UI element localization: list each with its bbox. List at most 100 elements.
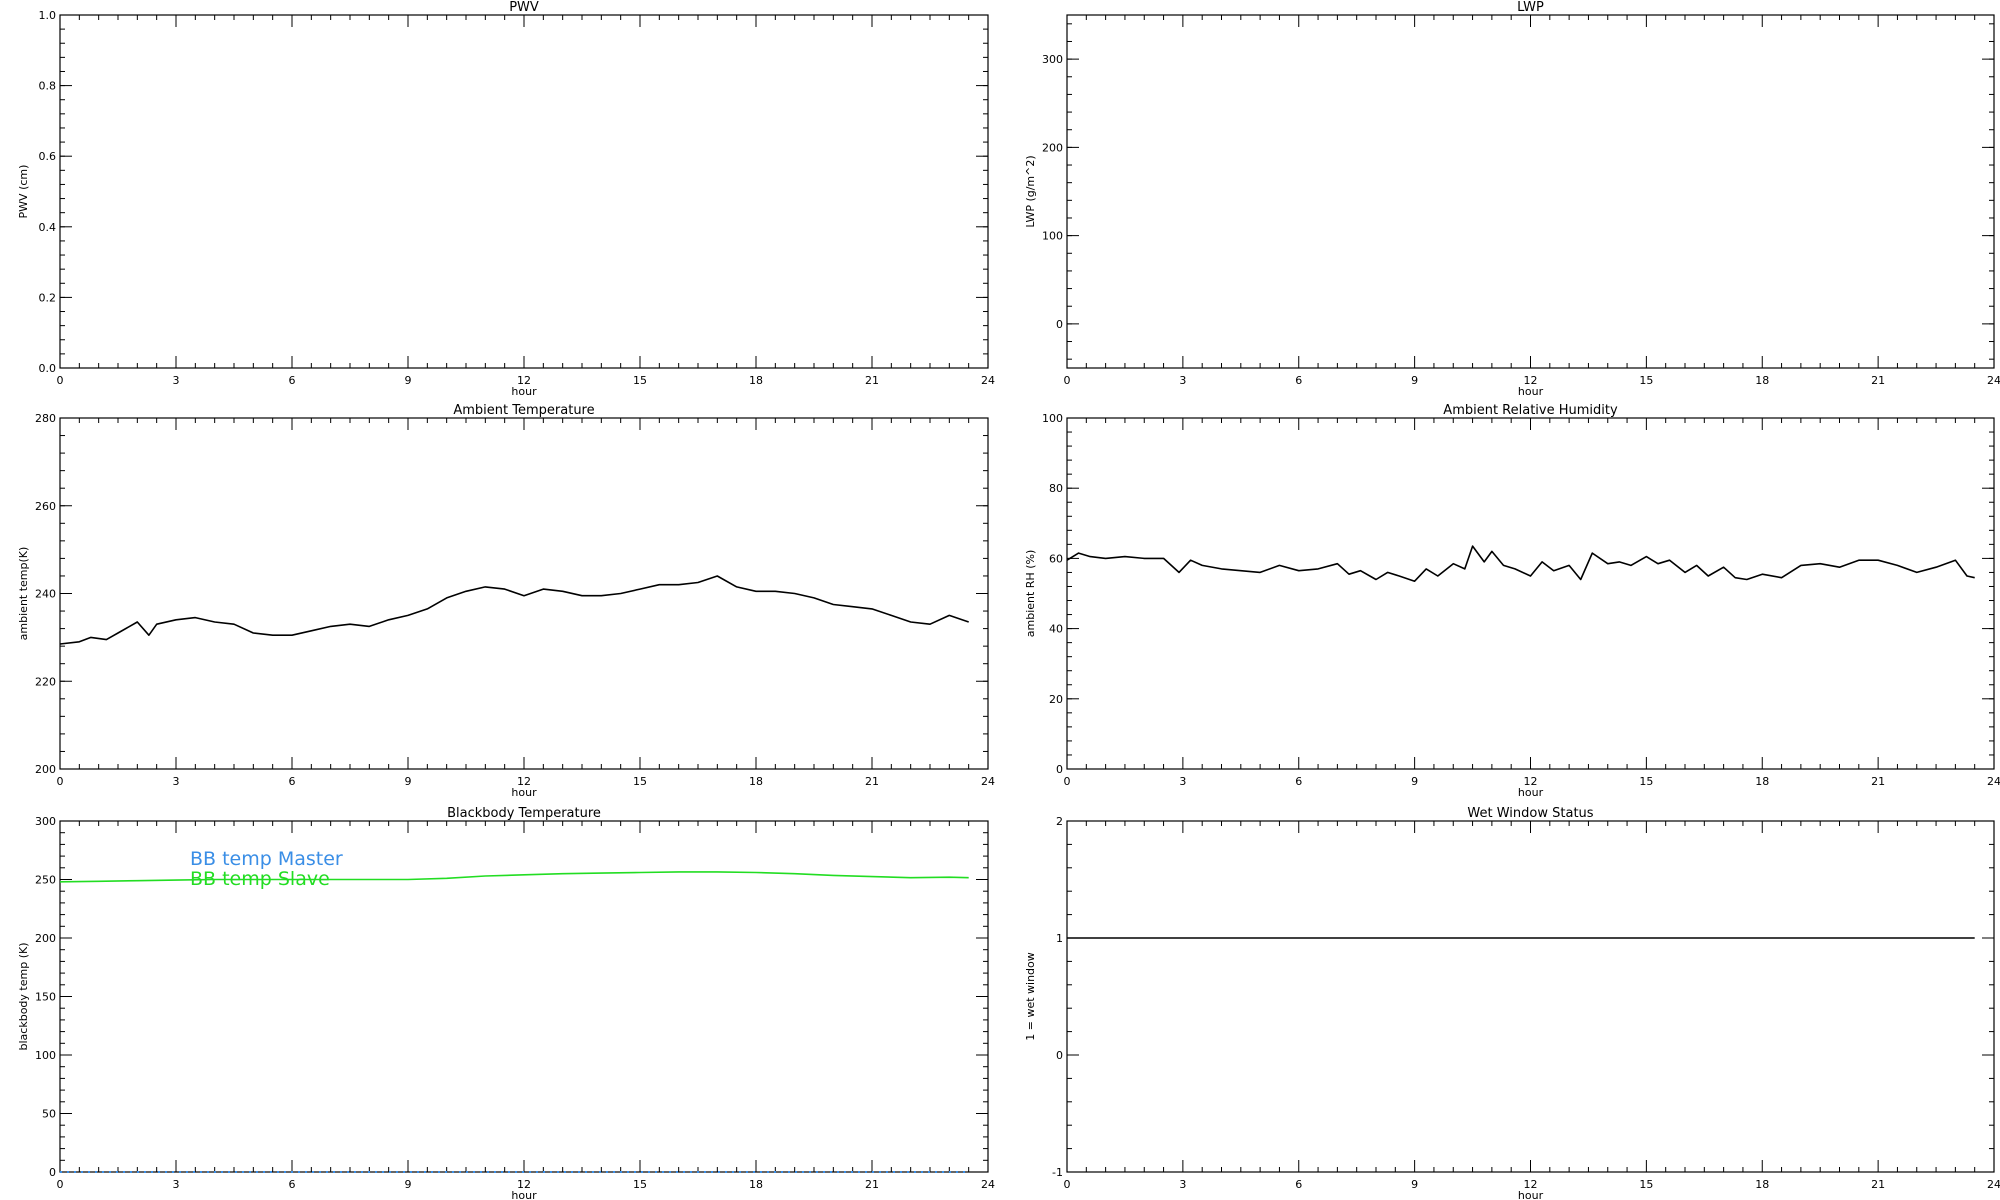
y-tick-label: 1 <box>1056 932 1063 945</box>
x-tick-label: 12 <box>517 1178 531 1191</box>
x-tick-label: 12 <box>1524 374 1538 387</box>
x-tick-label: 9 <box>405 775 412 788</box>
y-tick-label: 20 <box>1049 693 1063 706</box>
y-tick-label: 240 <box>35 588 56 601</box>
x-axis-label: hour <box>511 385 537 398</box>
x-tick-label: 21 <box>865 1178 879 1191</box>
x-tick-label: 3 <box>1179 775 1186 788</box>
x-tick-label: 15 <box>1639 374 1653 387</box>
y-tick-label: 200 <box>35 763 56 776</box>
y-tick-label: 100 <box>1042 230 1063 243</box>
x-axis-label: hour <box>511 1189 537 1200</box>
x-tick-label: 3 <box>173 374 180 387</box>
x-tick-label: 3 <box>173 775 180 788</box>
x-tick-label: 21 <box>1871 374 1885 387</box>
x-tick-label: 6 <box>289 374 296 387</box>
x-axis-label: hour <box>1518 1189 1544 1200</box>
y-tick-label: 220 <box>35 675 56 688</box>
x-tick-label: 18 <box>1755 374 1769 387</box>
chart-title: Blackbody Temperature <box>447 806 601 821</box>
y-axis-label: 1 = wet window <box>1024 952 1037 1041</box>
x-tick-label: 24 <box>981 374 995 387</box>
y-tick-label: 40 <box>1049 623 1063 636</box>
x-tick-label: 15 <box>633 775 647 788</box>
chart-panel-5: 0 3 6 9 12 15 18 21 24 0 50 100 150 200 250 300 Blackbod… <box>17 806 995 1200</box>
legend-entry: BB temp Slave <box>190 868 330 890</box>
y-tick-label: 260 <box>35 500 56 513</box>
y-tick-label: 250 <box>35 874 56 887</box>
x-tick-label: 6 <box>1295 775 1302 788</box>
x-tick-label: 0 <box>1064 1178 1071 1191</box>
y-tick-label: 100 <box>1042 412 1063 425</box>
x-tick-label: 6 <box>289 775 296 788</box>
x-tick-label: 3 <box>1179 1178 1186 1191</box>
x-tick-label: 6 <box>289 1178 296 1191</box>
y-tick-label: 150 <box>35 991 56 1004</box>
x-tick-label: 15 <box>1639 1178 1653 1191</box>
y-tick-label: 200 <box>1042 141 1063 154</box>
y-axis-label: ambient RH (%) <box>1024 550 1037 638</box>
y-tick-label: 1.0 <box>39 9 57 22</box>
x-tick-label: 15 <box>633 1178 647 1191</box>
x-tick-label: 6 <box>1295 1178 1302 1191</box>
x-tick-label: 12 <box>517 374 531 387</box>
x-tick-label: 18 <box>749 374 763 387</box>
legend-entry: BB temp Master <box>190 848 343 870</box>
x-axis-label: hour <box>1518 786 1544 799</box>
x-tick-label: 18 <box>749 775 763 788</box>
x-tick-label: 9 <box>1411 1178 1418 1191</box>
y-tick-label: 100 <box>35 1049 56 1062</box>
x-tick-label: 15 <box>1639 775 1653 788</box>
x-axis-label: hour <box>1518 385 1544 398</box>
x-tick-label: 24 <box>1987 775 2000 788</box>
y-tick-label: 300 <box>35 815 56 828</box>
y-tick-label: 300 <box>1042 53 1063 66</box>
y-tick-label: 0.4 <box>39 221 57 234</box>
x-tick-label: 3 <box>173 1178 180 1191</box>
plot-frame <box>1066 820 1995 1173</box>
chart-panel-3: 0 3 6 9 12 15 18 21 24 200 220 240 260 280 Ambient Tem… <box>17 403 995 799</box>
plot-frame <box>59 14 989 369</box>
x-tick-label: 6 <box>1295 374 1302 387</box>
x-tick-label: 24 <box>981 775 995 788</box>
x-tick-label: 12 <box>517 775 531 788</box>
y-tick-label: 80 <box>1049 482 1063 495</box>
chart-panel-1: 0 3 6 9 12 15 18 21 24 0.0 0.2 0.4 0.6 0.8 1.0 PWV hour P… <box>17 0 995 398</box>
y-tick-label: 200 <box>35 932 56 945</box>
chart-panel-2: 0 3 6 9 12 15 18 21 24 0 100 200 300 LWP hour LWP (g/m^… <box>1024 0 2000 398</box>
y-axis-label: ambient temp(K) <box>17 547 30 641</box>
x-tick-label: 9 <box>1411 775 1418 788</box>
y-tick-label: 0 <box>1056 763 1063 776</box>
x-tick-label: 9 <box>1411 374 1418 387</box>
x-tick-label: 21 <box>1871 1178 1885 1191</box>
x-tick-label: 3 <box>1179 374 1186 387</box>
x-tick-label: 12 <box>1524 775 1538 788</box>
series-line-1 <box>59 575 969 645</box>
y-tick-label: 0.8 <box>39 80 57 93</box>
y-tick-label: 0.0 <box>39 362 57 375</box>
y-tick-label: 2 <box>1056 815 1063 828</box>
y-tick-label: 280 <box>35 412 56 425</box>
x-tick-label: 15 <box>633 374 647 387</box>
x-tick-label: 0 <box>57 1178 64 1191</box>
y-axis-label: LWP (g/m^2) <box>1024 155 1037 227</box>
chart-title: Ambient Relative Humidity <box>1443 403 1618 418</box>
x-tick-label: 24 <box>1987 1178 2000 1191</box>
y-tick-label: 0 <box>1056 1049 1063 1062</box>
y-tick-label: 0 <box>1056 318 1063 331</box>
y-axis-label: blackbody temp (K) <box>17 943 30 1051</box>
y-tick-label: 0 <box>49 1166 56 1179</box>
x-tick-label: 0 <box>1064 374 1071 387</box>
plot-frame <box>59 417 989 770</box>
x-tick-label: 18 <box>749 1178 763 1191</box>
x-tick-label: 18 <box>1755 1178 1769 1191</box>
chart-title: Ambient Temperature <box>453 403 594 418</box>
y-tick-label: -1 <box>1052 1166 1063 1179</box>
chart-panel-4: 0 3 6 9 12 15 18 21 24 0 20 40 60 80 100 Ambient Relati… <box>1024 403 2000 799</box>
chart-title: LWP <box>1517 0 1544 15</box>
y-axis-label: PWV (cm) <box>17 165 30 219</box>
x-tick-label: 21 <box>865 374 879 387</box>
x-tick-label: 21 <box>865 775 879 788</box>
